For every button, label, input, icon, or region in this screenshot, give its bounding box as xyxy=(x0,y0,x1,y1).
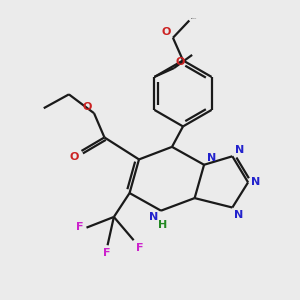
Text: methoxy: methoxy xyxy=(190,18,197,19)
Text: O: O xyxy=(161,26,171,37)
Text: F: F xyxy=(76,222,84,232)
Text: O: O xyxy=(175,57,184,67)
Text: N: N xyxy=(207,153,216,163)
Text: O: O xyxy=(82,102,92,112)
Text: N: N xyxy=(235,145,244,155)
Text: F: F xyxy=(136,243,143,253)
Text: N: N xyxy=(149,212,158,222)
Text: F: F xyxy=(103,248,110,258)
Text: N: N xyxy=(251,177,260,188)
Text: H: H xyxy=(158,220,167,230)
Text: N: N xyxy=(234,210,244,220)
Text: O: O xyxy=(70,152,79,162)
